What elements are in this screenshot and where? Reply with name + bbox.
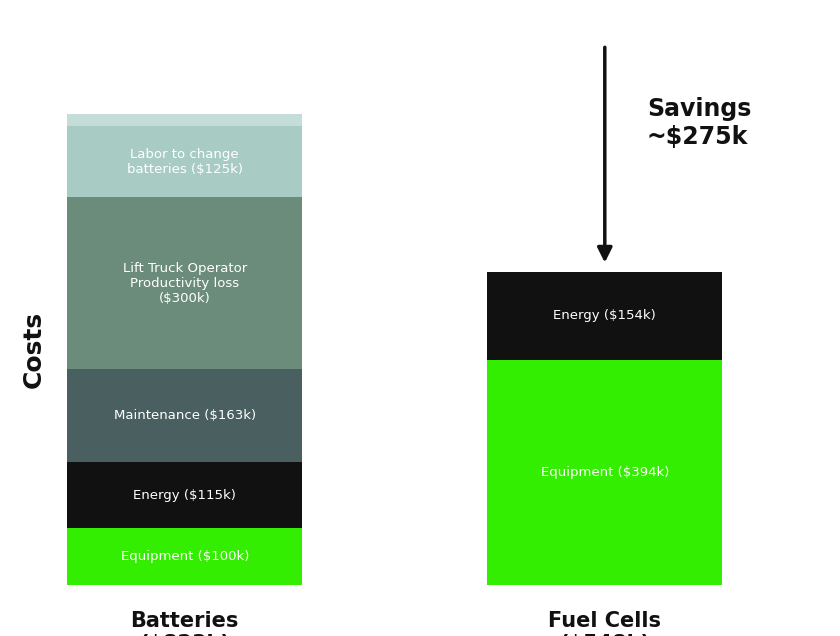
Text: Batteries
($823k): Batteries ($823k) bbox=[130, 611, 239, 636]
FancyBboxPatch shape bbox=[67, 528, 302, 585]
FancyBboxPatch shape bbox=[487, 272, 722, 360]
FancyBboxPatch shape bbox=[67, 369, 302, 462]
FancyBboxPatch shape bbox=[67, 114, 302, 126]
Text: Lift Truck Operator
Productivity loss
($300k): Lift Truck Operator Productivity loss ($… bbox=[123, 261, 247, 305]
Text: Savings
~$275k: Savings ~$275k bbox=[647, 97, 751, 149]
Text: Fuel Cells
($548k): Fuel Cells ($548k) bbox=[549, 611, 661, 636]
Text: Equipment ($394k): Equipment ($394k) bbox=[541, 466, 669, 479]
Text: Equipment ($100k): Equipment ($100k) bbox=[121, 550, 249, 563]
FancyBboxPatch shape bbox=[67, 126, 302, 197]
Text: Costs: Costs bbox=[22, 311, 45, 389]
Text: Maintenance ($163k): Maintenance ($163k) bbox=[113, 409, 256, 422]
FancyBboxPatch shape bbox=[67, 462, 302, 528]
Text: Energy ($154k): Energy ($154k) bbox=[554, 309, 656, 322]
FancyBboxPatch shape bbox=[67, 197, 302, 369]
Text: Energy ($115k): Energy ($115k) bbox=[134, 488, 236, 502]
FancyBboxPatch shape bbox=[487, 360, 722, 585]
Text: Labor to change
batteries ($125k): Labor to change batteries ($125k) bbox=[127, 148, 243, 176]
